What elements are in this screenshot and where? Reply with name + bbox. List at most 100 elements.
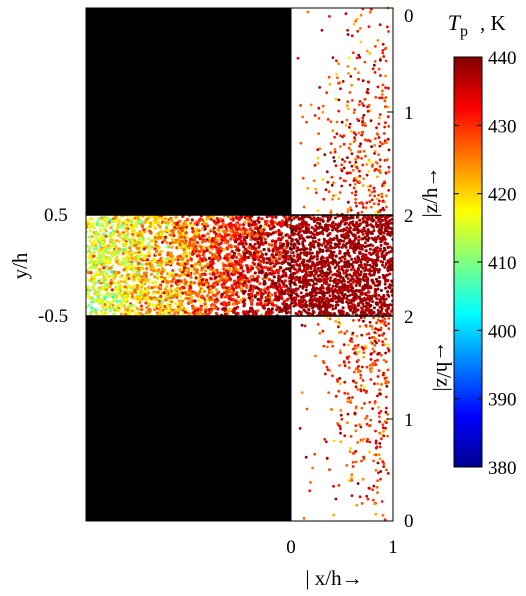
chamber-particle <box>321 275 325 279</box>
chamber-particle <box>346 251 350 255</box>
channel-particle <box>285 267 289 271</box>
chamber-top-particle <box>346 65 350 68</box>
channel-particle <box>154 280 158 285</box>
chamber-bottom-particle <box>338 425 342 428</box>
chamber-particle <box>314 224 318 228</box>
chamber-particle <box>311 306 315 310</box>
chamber-top-particle <box>330 183 334 187</box>
chamber-particle <box>335 236 339 240</box>
chamber-particle <box>365 220 368 224</box>
chamber-particle <box>312 227 316 231</box>
channel-particle <box>208 260 212 264</box>
channel-particle <box>239 239 243 243</box>
channel-particle <box>165 260 169 264</box>
channel-particle <box>176 311 180 315</box>
chamber-bottom-particle <box>369 324 372 328</box>
chamber-top-particle <box>349 129 353 133</box>
channel-particle <box>148 308 152 312</box>
channel-particle <box>273 291 277 295</box>
channel-particle <box>122 268 126 272</box>
channel-particle <box>272 275 276 279</box>
channel-particle <box>144 297 148 301</box>
channel-particle <box>138 237 142 241</box>
channel-particle <box>119 235 123 239</box>
channel-particle <box>110 224 114 228</box>
channel-particle <box>264 252 268 256</box>
chamber-top-particle <box>360 157 363 160</box>
chamber-top-particle <box>331 129 335 133</box>
chamber-top-particle <box>354 157 357 161</box>
chamber-bottom-particle <box>374 512 378 516</box>
channel-particle <box>150 264 154 268</box>
channel-particle <box>198 290 202 294</box>
channel-particle <box>214 242 218 246</box>
chamber-particle <box>388 283 392 287</box>
chamber-particle <box>385 229 389 233</box>
channel-particle <box>168 233 173 237</box>
chamber-particle <box>357 241 361 245</box>
channel-particle <box>131 264 135 269</box>
channel-particle <box>86 305 89 309</box>
channel-particle <box>192 238 196 242</box>
chamber-top-particle <box>369 7 373 11</box>
channel-particle <box>209 244 213 249</box>
channel-particle <box>194 227 198 231</box>
chamber-particle <box>300 224 304 228</box>
channel-particle <box>241 274 245 278</box>
channel-particle <box>147 285 151 289</box>
chamber-center-particles <box>291 215 393 316</box>
chamber-particle <box>350 277 354 281</box>
channel-particle <box>95 222 99 227</box>
chamber-particle <box>375 246 379 250</box>
channel-particle <box>272 225 276 229</box>
chamber-particle <box>388 286 392 290</box>
chamber-particle <box>328 218 331 222</box>
chamber-particle <box>291 274 295 278</box>
chamber-top-particle <box>381 89 384 93</box>
chamber-bottom-particle <box>357 370 360 374</box>
channel-particle <box>100 234 104 238</box>
chamber-particle <box>308 270 312 274</box>
channel-particle <box>105 291 109 295</box>
chamber-particle <box>331 238 335 242</box>
chamber-top-particle <box>374 95 378 99</box>
channel-particle <box>185 217 189 222</box>
channel-particle <box>136 255 140 259</box>
chamber-top-particle <box>355 17 359 21</box>
channel-particle <box>189 280 193 284</box>
chamber-particle <box>329 249 333 253</box>
channel-particle <box>208 267 212 272</box>
channel-particle <box>274 284 278 288</box>
chamber-top-particle <box>354 197 357 201</box>
channel-particle <box>282 299 287 303</box>
chamber-top-particle <box>331 56 335 59</box>
chamber-top-particle <box>313 163 317 167</box>
channel-particle <box>254 255 258 259</box>
channel-particle <box>284 215 288 220</box>
channel-particle <box>99 229 103 233</box>
chamber-top-particle <box>356 150 360 154</box>
chamber-top-particle <box>376 133 380 136</box>
channel-particle <box>183 236 187 240</box>
chamber-particle <box>334 223 338 226</box>
channel-particle <box>271 270 275 274</box>
channel-particle <box>97 289 101 293</box>
chamber-particle <box>314 282 318 286</box>
channel-particle <box>235 301 239 306</box>
chamber-bottom-particle <box>355 346 359 349</box>
chamber-top-particle <box>383 184 386 188</box>
chamber-particle <box>315 261 319 265</box>
chamber-top-particle <box>378 171 382 175</box>
channel-particle <box>123 226 127 230</box>
chamber-particle <box>313 269 317 272</box>
chamber-particle <box>368 247 372 251</box>
channel-particle <box>94 263 99 267</box>
chamber-top-particle <box>333 135 336 139</box>
channel-particle <box>138 291 142 295</box>
chamber-particle <box>333 266 337 270</box>
chamber-top-particle <box>365 139 369 142</box>
channel-particle <box>198 217 202 222</box>
channel-particle <box>256 275 260 279</box>
channel-particle <box>119 293 124 297</box>
chamber-bottom-particle <box>356 388 360 391</box>
